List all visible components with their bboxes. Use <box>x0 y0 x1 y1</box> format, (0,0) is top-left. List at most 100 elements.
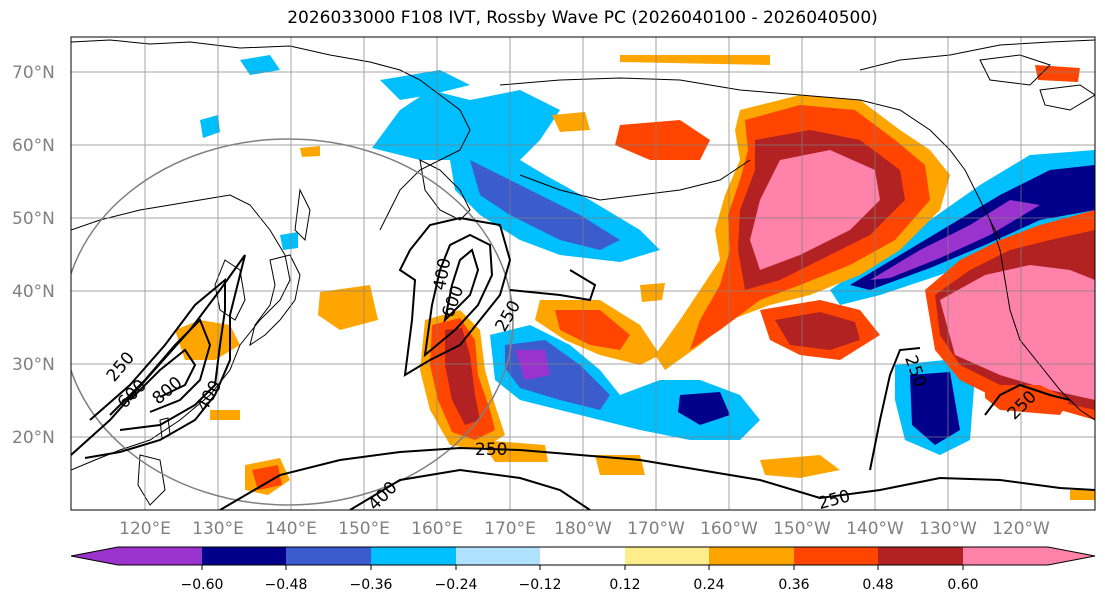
anomaly-red-central <box>555 310 630 350</box>
anomaly-orange-japan-east <box>318 285 378 330</box>
coastline-philippines <box>137 454 166 506</box>
lon-label-170e: 170°E <box>484 519 536 539</box>
lat-label-60n: 60°N <box>12 136 55 156</box>
colorbar-seg-4 <box>456 547 540 565</box>
latitude-labels: 70°N 60°N 50°N 40°N 30°N 20°N <box>12 63 55 448</box>
lat-label-30n: 30°N <box>12 355 55 375</box>
cb-label-neg024: −0.24 <box>435 577 478 593</box>
anomaly-blue-bering <box>372 90 660 262</box>
contour-ivt-400-asia <box>89 277 226 431</box>
colorbar-seg-1 <box>202 547 286 565</box>
lon-label-180w: 180°W <box>554 519 612 539</box>
cb-label-060: 0.60 <box>947 577 978 593</box>
negative-anomaly-fields <box>200 55 1095 455</box>
cb-label-neg036: −0.36 <box>350 577 393 593</box>
anomaly-navy-central-pacific <box>678 392 730 425</box>
colorbar: −0.60 −0.48 −0.36 −0.24 −0.12 0.12 0.24 … <box>70 546 1096 593</box>
plot-title: 2026033000 F108 IVT, Rossby Wave PC (202… <box>287 8 878 28</box>
region-circle <box>71 138 514 506</box>
colorbar-seg-8 <box>794 547 878 565</box>
graticule <box>71 37 1095 510</box>
anomaly-darkred-dateline <box>445 328 480 425</box>
anomaly-darkred-central-east <box>775 312 860 350</box>
lon-label-160e: 160°E <box>411 519 463 539</box>
coastline-canada-islands <box>979 54 1051 86</box>
coastlines <box>71 39 1095 506</box>
cb-label-neg048: −0.48 <box>265 577 308 593</box>
longitude-labels: 120°E 130°E 140°E 150°E 160°E 170°E 180°… <box>119 519 1050 539</box>
colorbar-seg-10 <box>963 547 1095 565</box>
anomaly-blue-small1 <box>200 115 220 138</box>
colorbar-seg-2 <box>286 547 371 565</box>
anomaly-red-alaska-north <box>615 120 710 160</box>
coastline-asia-north <box>71 39 471 231</box>
cb-label-036: 0.36 <box>778 577 809 593</box>
colorbar-tick-labels: −0.60 −0.48 −0.36 −0.24 −0.12 0.12 0.24 … <box>181 577 979 593</box>
lon-label-140w: 140°W <box>846 519 904 539</box>
cb-label-024: 0.24 <box>693 577 724 593</box>
coastline-korea <box>214 259 246 321</box>
colorbar-seg-0 <box>71 547 202 565</box>
lon-label-130w: 130°W <box>919 519 977 539</box>
coastline-japan <box>249 254 301 347</box>
anomaly-orange-small-sw <box>210 410 240 420</box>
coastline-kamchatka <box>419 159 471 221</box>
colorbar-ticks <box>201 565 964 570</box>
contour-ivt-250-dateline <box>398 216 512 377</box>
anomaly-blue-nw <box>380 70 470 100</box>
lat-label-70n: 70°N <box>12 63 55 83</box>
anomaly-orange-se-corner <box>1070 490 1095 500</box>
anomaly-orange-bering-north <box>552 112 590 132</box>
anomaly-purple-central-pacific <box>515 350 550 380</box>
lat-label-40n: 40°N <box>12 282 55 302</box>
anomaly-blue-siberia <box>240 55 280 75</box>
coastline-sakhalin <box>294 188 311 242</box>
colorbar-seg-9 <box>878 547 963 565</box>
coastline-canada-islands-2 <box>1039 84 1095 111</box>
anomaly-red-south <box>252 465 282 490</box>
lat-label-50n: 50°N <box>12 209 55 229</box>
cb-label-048: 0.48 <box>862 577 893 593</box>
colorbar-seg-5 <box>540 547 625 565</box>
map-layers: 250 600 800 400 400 600 250 250 400 250 … <box>71 37 1095 510</box>
contour-ivt-400-south <box>349 468 591 510</box>
contour-ivt-600-dateline <box>443 248 480 324</box>
ivt-contours <box>71 216 1095 510</box>
contour-ivt-600-asia <box>109 318 212 416</box>
contour-ivt-400-dateline <box>423 233 494 358</box>
colorbar-seg-7 <box>709 547 794 565</box>
coastline-north-america-west <box>989 219 1095 421</box>
contour-ivt-800-asia <box>129 348 197 401</box>
lon-label-140e: 140°E <box>265 519 317 539</box>
colorbar-seg-6 <box>625 547 709 565</box>
contour-ivt-250-east <box>869 347 921 471</box>
anomaly-orange-arctic <box>620 55 770 65</box>
anomaly-orange-small-170w <box>640 283 665 302</box>
coastline-aleutians <box>519 159 751 201</box>
anomaly-orange-siberia-north <box>300 146 320 157</box>
anomaly-blue-small2 <box>280 232 298 250</box>
contour-label-250-south: 250 <box>475 440 507 460</box>
lon-label-160w: 160°W <box>700 519 758 539</box>
colorbar-outline <box>70 546 1096 566</box>
anomaly-purple-east-pacific <box>870 200 1040 280</box>
anomaly-orange-dateline-south <box>480 440 548 462</box>
lon-label-150w: 150°W <box>773 519 831 539</box>
lon-label-130e: 130°E <box>192 519 244 539</box>
cb-label-neg060: −0.60 <box>181 577 224 593</box>
lon-label-170w: 170°W <box>627 519 685 539</box>
anomaly-orange-south-east <box>760 455 840 478</box>
cb-label-neg012: −0.12 <box>519 577 562 593</box>
coastline-canada-north <box>859 39 1095 71</box>
contour-ivt-250-coast <box>984 383 1071 416</box>
lat-label-20n: 20°N <box>12 428 55 448</box>
map-frame <box>70 36 1096 511</box>
anomaly-pink-gulf-alaska <box>750 150 880 270</box>
coastline-alaska <box>499 77 1001 241</box>
lon-label-120w: 120°W <box>992 519 1050 539</box>
colorbar-seg-3 <box>371 547 456 565</box>
cb-label-012: 0.12 <box>609 577 640 593</box>
contour-ivt-250-south <box>219 446 1095 510</box>
lon-label-150e: 150°E <box>338 519 390 539</box>
